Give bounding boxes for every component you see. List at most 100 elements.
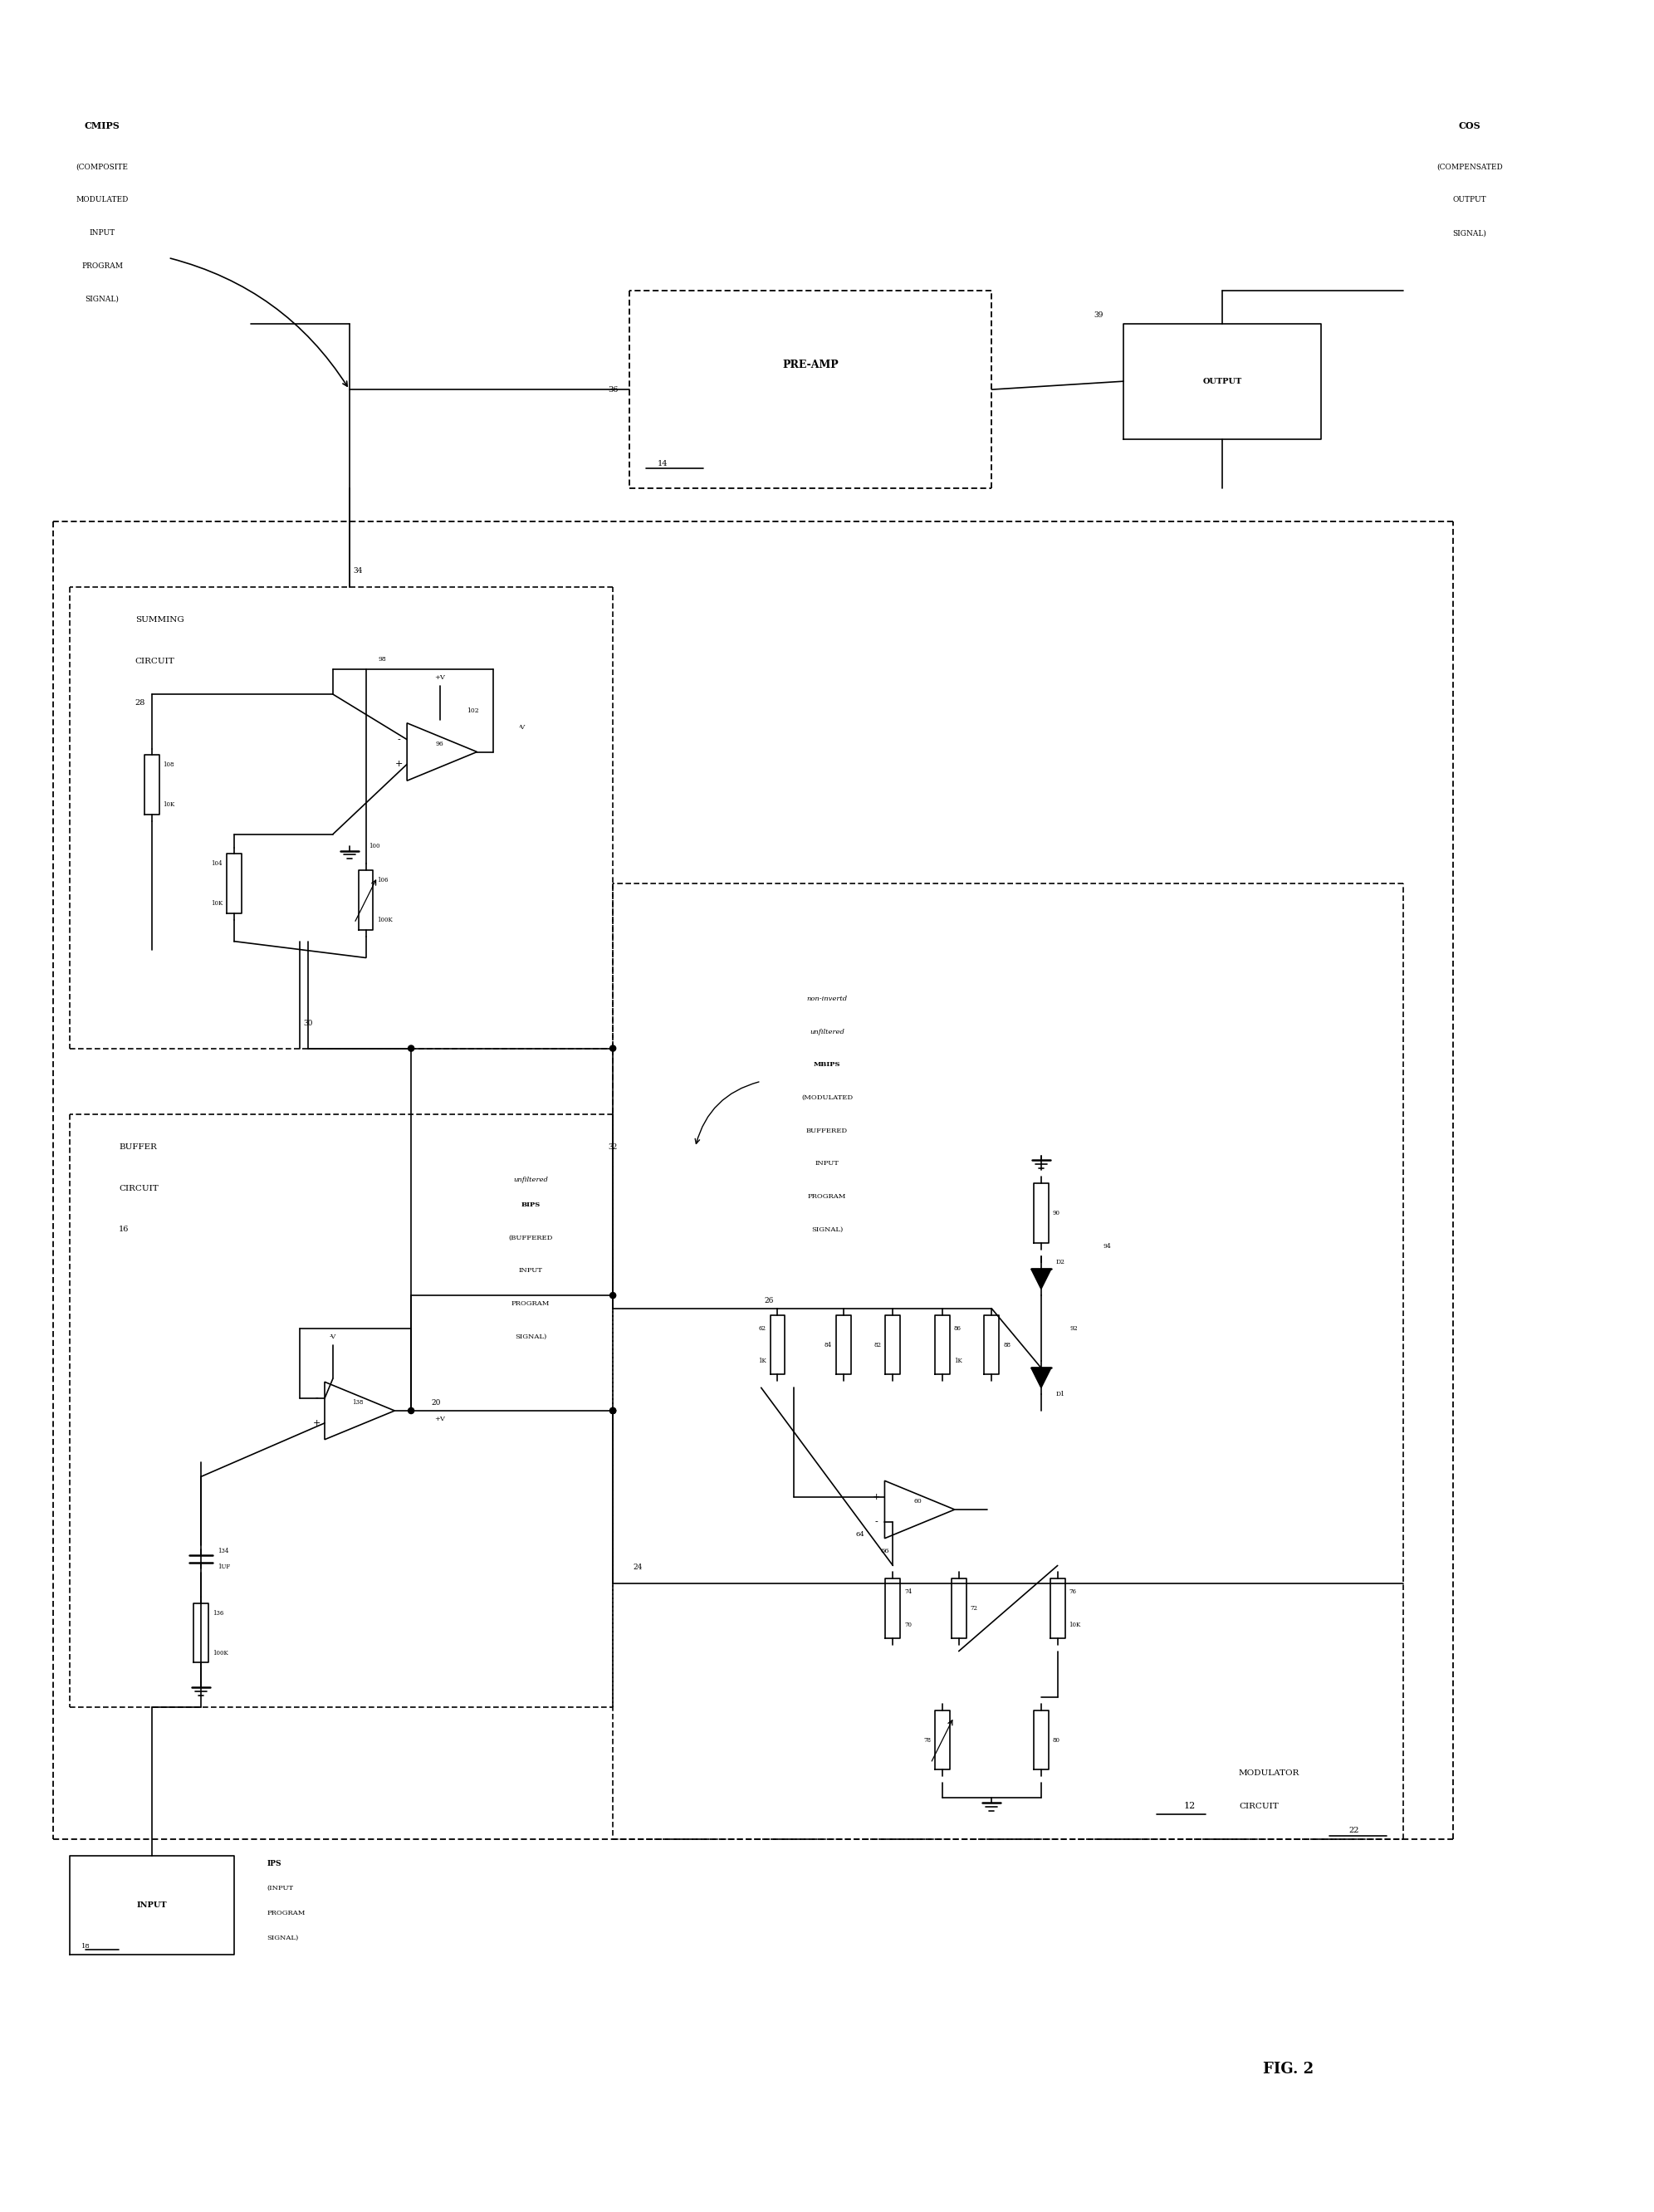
Polygon shape bbox=[1030, 1270, 1050, 1290]
Text: +: + bbox=[873, 1493, 880, 1502]
Text: 74: 74 bbox=[905, 1588, 911, 1595]
Text: INPUT: INPUT bbox=[89, 230, 116, 237]
Text: -: - bbox=[875, 1517, 878, 1526]
Text: -: - bbox=[314, 1394, 318, 1402]
Circle shape bbox=[610, 1407, 615, 1413]
Text: PROGRAM: PROGRAM bbox=[511, 1301, 549, 1307]
Text: 88: 88 bbox=[1004, 1340, 1011, 1347]
Text: 134: 134 bbox=[218, 1548, 228, 1555]
Text: D1: D1 bbox=[1055, 1391, 1065, 1398]
Text: 10K: 10K bbox=[1068, 1621, 1082, 1628]
Text: (MODULATED: (MODULATED bbox=[801, 1095, 853, 1102]
Circle shape bbox=[610, 1407, 615, 1413]
Text: 1K: 1K bbox=[758, 1358, 766, 1365]
Text: 30: 30 bbox=[303, 1020, 313, 1026]
Text: INPUT: INPUT bbox=[815, 1161, 839, 1168]
Text: +: + bbox=[395, 761, 402, 768]
Text: SUMMING: SUMMING bbox=[136, 617, 184, 624]
Text: 24: 24 bbox=[633, 1564, 642, 1571]
Text: 90: 90 bbox=[1052, 1210, 1060, 1217]
Text: 60: 60 bbox=[913, 1498, 921, 1504]
Text: 39: 39 bbox=[1093, 312, 1103, 319]
Text: 138: 138 bbox=[352, 1400, 364, 1407]
Text: PROGRAM: PROGRAM bbox=[266, 1909, 306, 1916]
Text: INPUT: INPUT bbox=[137, 1900, 167, 1909]
Text: 104: 104 bbox=[212, 860, 223, 867]
Text: FIG. 2: FIG. 2 bbox=[1262, 2062, 1313, 2077]
Text: IPS: IPS bbox=[266, 1860, 281, 1867]
Text: 20: 20 bbox=[432, 1398, 440, 1407]
Text: 14: 14 bbox=[657, 460, 668, 467]
Circle shape bbox=[610, 1292, 615, 1298]
Text: 100K: 100K bbox=[377, 916, 394, 922]
Text: 82: 82 bbox=[873, 1340, 882, 1347]
Text: 34: 34 bbox=[352, 566, 362, 575]
Text: -V: -V bbox=[329, 1334, 336, 1340]
Text: MBIPS: MBIPS bbox=[814, 1062, 840, 1068]
Text: CIRCUIT: CIRCUIT bbox=[119, 1186, 159, 1192]
Text: 100K: 100K bbox=[213, 1650, 228, 1657]
Text: 80: 80 bbox=[1052, 1736, 1060, 1743]
Text: 86: 86 bbox=[954, 1325, 961, 1332]
Text: 66: 66 bbox=[880, 1548, 888, 1555]
Text: non-invertd: non-invertd bbox=[807, 995, 847, 1002]
Text: -V: -V bbox=[519, 723, 526, 730]
Text: PROGRAM: PROGRAM bbox=[807, 1192, 847, 1199]
Text: +: + bbox=[313, 1418, 321, 1427]
Polygon shape bbox=[1030, 1367, 1050, 1387]
Text: (INPUT: (INPUT bbox=[266, 1885, 294, 1891]
Text: 102: 102 bbox=[466, 708, 480, 714]
Text: (COMPENSATED: (COMPENSATED bbox=[1436, 164, 1502, 170]
Text: 22: 22 bbox=[1350, 1827, 1360, 1834]
Text: (BUFFERED: (BUFFERED bbox=[508, 1234, 552, 1241]
Text: 1UF: 1UF bbox=[218, 1564, 230, 1571]
Text: 18: 18 bbox=[81, 1942, 91, 1949]
Text: CIRCUIT: CIRCUIT bbox=[136, 657, 175, 666]
Circle shape bbox=[409, 1046, 414, 1051]
Text: +V: +V bbox=[435, 675, 445, 681]
Text: 94: 94 bbox=[1103, 1243, 1111, 1250]
Text: 32: 32 bbox=[609, 1144, 617, 1150]
Text: 92: 92 bbox=[1070, 1325, 1078, 1332]
Text: 72: 72 bbox=[971, 1606, 978, 1613]
Text: SIGNAL): SIGNAL) bbox=[514, 1334, 546, 1340]
Text: 108: 108 bbox=[164, 761, 174, 768]
Text: CMIPS: CMIPS bbox=[84, 122, 121, 131]
Text: 12: 12 bbox=[1184, 1803, 1196, 1809]
Text: SIGNAL): SIGNAL) bbox=[1452, 230, 1487, 237]
Text: 76: 76 bbox=[1068, 1588, 1077, 1595]
Text: 1K: 1K bbox=[954, 1358, 963, 1365]
Text: SIGNAL): SIGNAL) bbox=[810, 1225, 844, 1232]
Text: 64: 64 bbox=[855, 1531, 865, 1537]
Text: MODULATED: MODULATED bbox=[76, 197, 129, 204]
Text: 28: 28 bbox=[136, 699, 146, 706]
Text: (COMPOSITE: (COMPOSITE bbox=[76, 164, 129, 170]
Text: 36: 36 bbox=[607, 385, 619, 394]
Text: 136: 136 bbox=[213, 1610, 223, 1617]
Text: unfiltered: unfiltered bbox=[809, 1029, 845, 1035]
Text: CIRCUIT: CIRCUIT bbox=[1239, 1803, 1279, 1809]
Text: 78: 78 bbox=[923, 1736, 931, 1743]
Text: PRE-AMP: PRE-AMP bbox=[782, 358, 839, 369]
Text: 96: 96 bbox=[437, 741, 443, 748]
Circle shape bbox=[409, 1407, 414, 1413]
Text: 10K: 10K bbox=[210, 900, 223, 907]
Text: D2: D2 bbox=[1055, 1259, 1065, 1265]
Text: BUFFERED: BUFFERED bbox=[805, 1128, 849, 1135]
Text: 100: 100 bbox=[369, 843, 380, 849]
Text: BIPS: BIPS bbox=[521, 1201, 541, 1208]
Text: 10K: 10K bbox=[164, 801, 175, 807]
Circle shape bbox=[610, 1046, 615, 1051]
Text: COS: COS bbox=[1459, 122, 1480, 131]
Text: SIGNAL): SIGNAL) bbox=[86, 294, 119, 303]
Text: 62: 62 bbox=[759, 1325, 766, 1332]
Text: PROGRAM: PROGRAM bbox=[81, 263, 122, 270]
Text: 70: 70 bbox=[905, 1621, 911, 1628]
Text: -: - bbox=[397, 734, 400, 743]
Text: +V: +V bbox=[435, 1416, 445, 1422]
Text: OUTPUT: OUTPUT bbox=[1452, 197, 1487, 204]
Text: 16: 16 bbox=[119, 1225, 129, 1234]
Text: MODULATOR: MODULATOR bbox=[1239, 1770, 1300, 1776]
Text: 106: 106 bbox=[377, 876, 389, 883]
Text: SIGNAL): SIGNAL) bbox=[266, 1936, 299, 1942]
